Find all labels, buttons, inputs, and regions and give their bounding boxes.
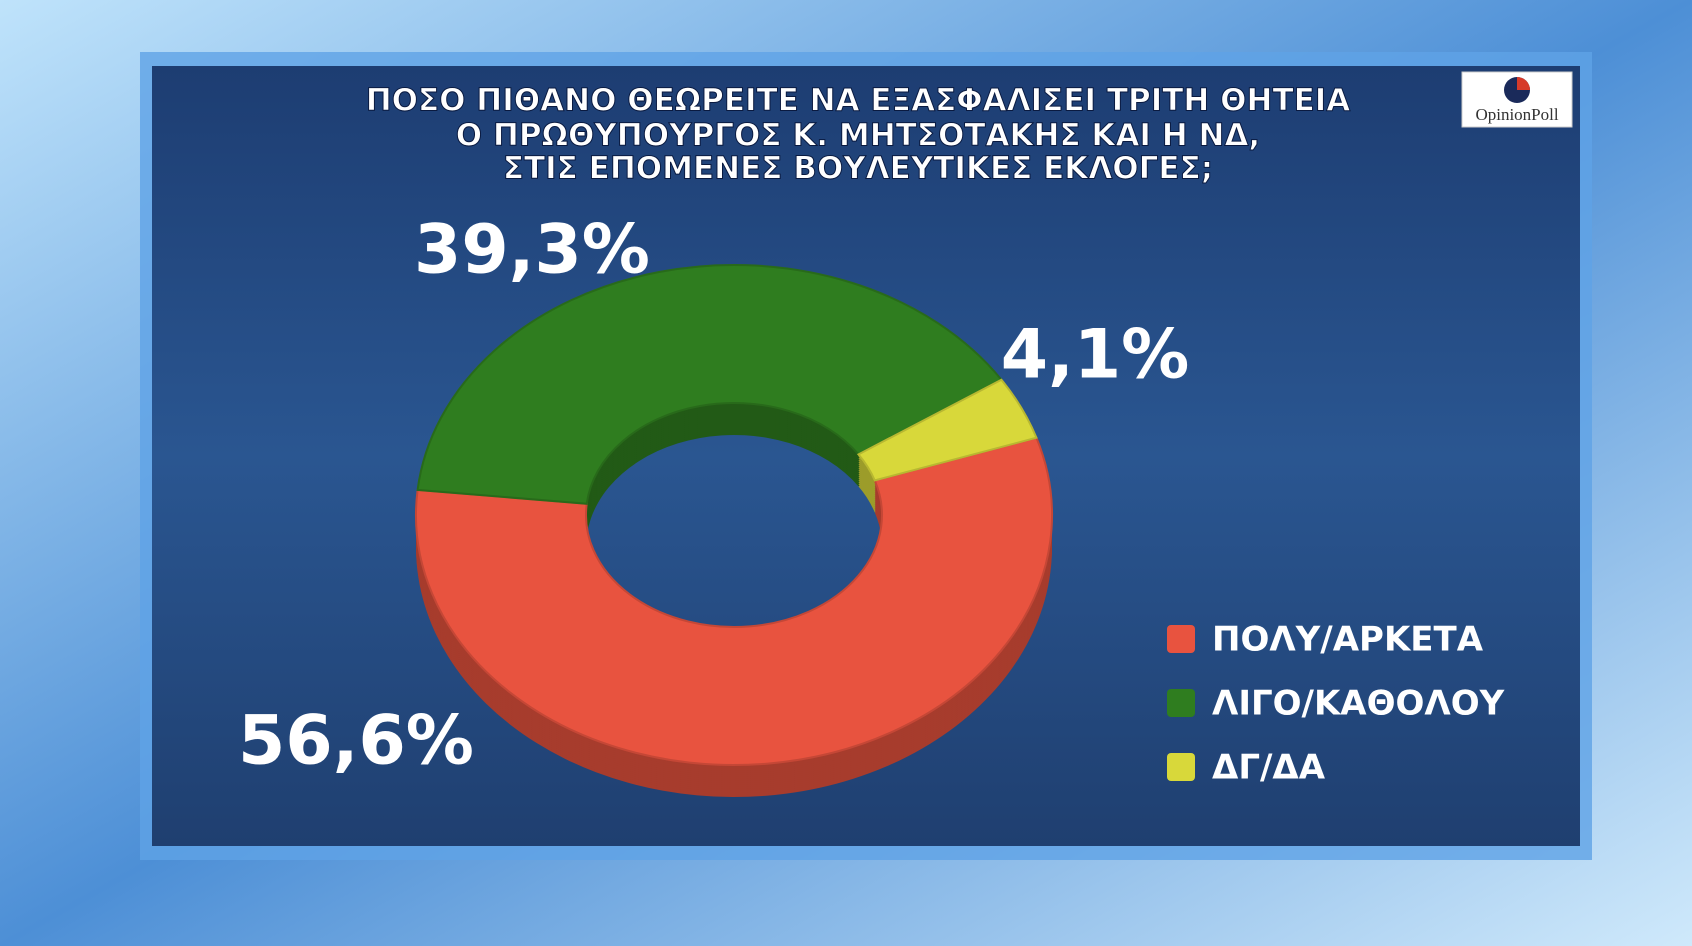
value-label: 4,1% xyxy=(1001,316,1190,395)
legend-label: ΛΙΓΟ/ΚΑΘΟΛΟΥ xyxy=(1212,684,1505,724)
logo-icon xyxy=(1517,77,1530,90)
chart-title: Ο ΠΡΩΘΥΠΟΥΡΓΟΣ Κ. ΜΗΤΣΟΤΑΚΗΣ ΚΑΙ Η ΝΔ, xyxy=(456,118,1260,154)
chart-title: ΠΟΣΟ ΠΙΘΑΝΟ ΘΕΩΡΕΙΤΕ ΝΑ ΕΞΑΣΦΑΛΙΣΕΙ ΤΡΙΤ… xyxy=(366,83,1351,119)
value-label: 39,3% xyxy=(414,211,650,290)
legend-label: ΔΓ/ΔΑ xyxy=(1212,748,1326,788)
slice xyxy=(856,378,1038,482)
legend-swatch xyxy=(1167,625,1195,653)
slice xyxy=(416,264,1003,505)
logo-text: OpinionPoll xyxy=(1475,105,1558,124)
legend-label: ΠΟΛΥ/ΑΡΚΕΤΑ xyxy=(1212,620,1484,660)
chart-title: ΣΤΙΣ ΕΠΟΜΕΝΕΣ ΒΟΥΛΕΥΤΙΚΕΣ ΕΚΛΟΓΕΣ; xyxy=(503,151,1213,187)
legend-swatch xyxy=(1167,753,1195,781)
slice xyxy=(415,436,1053,766)
legend-swatch xyxy=(1167,689,1195,717)
value-label: 56,6% xyxy=(238,702,474,781)
